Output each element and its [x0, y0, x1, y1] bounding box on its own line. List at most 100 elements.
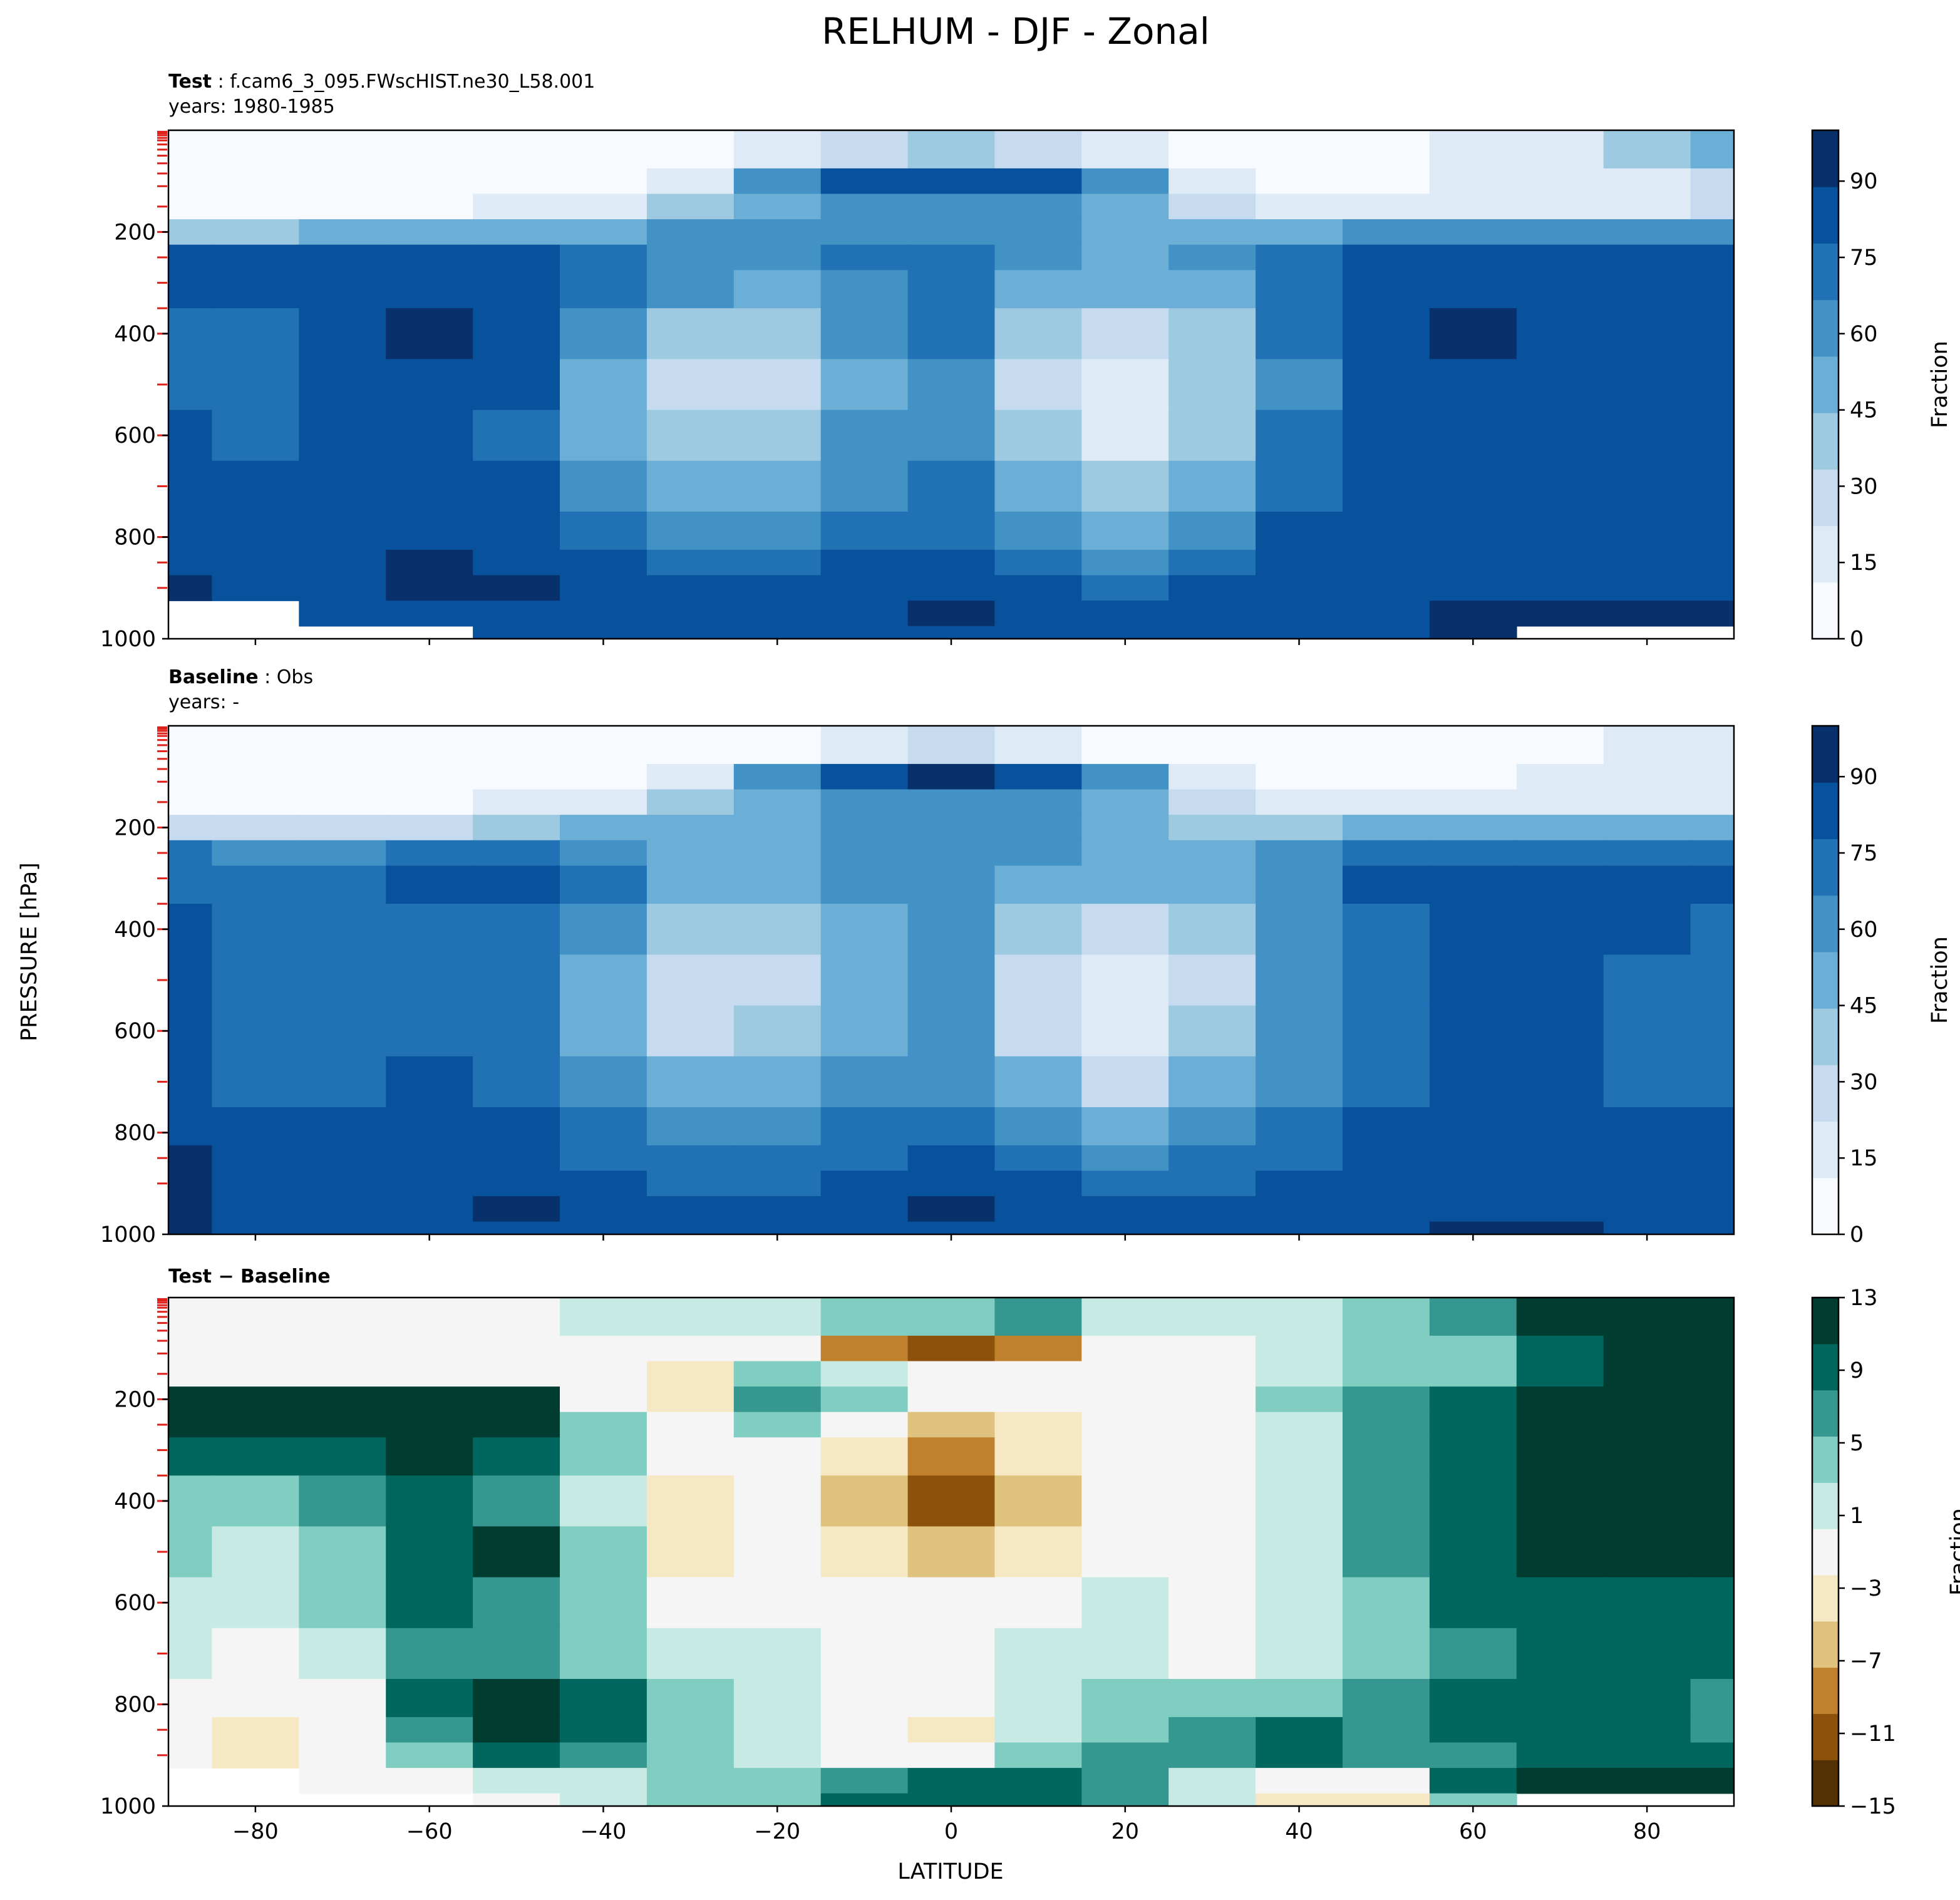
- y-tick-label: 1000: [100, 1794, 156, 1819]
- heatmap-cell: [168, 1717, 213, 1743]
- heatmap-cell: [1690, 168, 1734, 195]
- heatmap-cell: [1343, 1628, 1430, 1680]
- heatmap-cell: [994, 1361, 1083, 1387]
- heatmap-cell: [820, 1526, 909, 1578]
- heatmap-cell: [1081, 1679, 1169, 1718]
- heatmap-cell: [733, 1577, 822, 1629]
- heatmap-cell: [473, 1742, 560, 1768]
- colorbar-tick-label: 45: [1850, 398, 1878, 423]
- heatmap-cell: [646, 1145, 735, 1172]
- heatmap-cell: [1690, 789, 1734, 815]
- heatmap-cell: [907, 1717, 996, 1743]
- heatmap-cell: [646, 1005, 735, 1057]
- panel-baseline-subtitle-rest: : Obs: [264, 666, 313, 688]
- heatmap-cell: [820, 1475, 909, 1527]
- heatmap-cell: [1429, 460, 1517, 512]
- heatmap-cell: [1256, 1437, 1343, 1476]
- heatmap-cell: [1516, 1386, 1604, 1413]
- heatmap-cell: [1429, 1005, 1517, 1057]
- heatmap-cell: [1603, 1298, 1691, 1336]
- heatmap-cell: [1690, 512, 1734, 550]
- heatmap-cell: [1603, 1005, 1691, 1057]
- heatmap-cell: [646, 1107, 735, 1146]
- heatmap-cell: [994, 575, 1083, 601]
- heatmap-cell: [1343, 1335, 1430, 1362]
- heatmap-cell: [1081, 1005, 1169, 1057]
- heatmap-cell: [733, 1107, 822, 1146]
- heatmap-cell: [820, 1437, 909, 1476]
- heatmap-cell: [473, 1145, 560, 1172]
- heatmap-cell: [1168, 359, 1256, 411]
- heatmap-cell: [1343, 359, 1430, 411]
- heatmap-cell: [1690, 194, 1734, 220]
- heatmap-cell: [1690, 1628, 1734, 1680]
- heatmap-cell: [733, 815, 822, 841]
- heatmap-cell: [1603, 1577, 1691, 1629]
- heatmap-cell: [168, 1107, 213, 1146]
- heatmap-cell: [1343, 1221, 1430, 1234]
- panel-baseline-left-ticks: [157, 726, 167, 1185]
- heatmap-cell: [168, 1679, 213, 1718]
- heatmap-cell: [1168, 270, 1256, 309]
- heatmap-cell: [1429, 601, 1517, 627]
- heatmap-cell: [168, 575, 213, 601]
- heatmap-cell: [1603, 840, 1691, 867]
- heatmap-cell: [299, 865, 386, 904]
- heatmap-cell: [733, 219, 822, 245]
- heatmap-cell: [733, 1475, 822, 1527]
- heatmap-cell: [907, 1335, 996, 1362]
- colorbar-segment: [1812, 469, 1839, 527]
- heatmap-cell: [1516, 359, 1604, 411]
- heatmap-cell: [733, 270, 822, 309]
- heatmap-cell: [386, 512, 473, 550]
- heatmap-cell: [212, 763, 300, 790]
- panel-baseline-years: years: -: [168, 691, 239, 713]
- heatmap-cell: [1081, 130, 1169, 169]
- heatmap-cell: [646, 1717, 735, 1743]
- colorbar-tick-label: 90: [1850, 169, 1878, 194]
- heatmap-cell: [1690, 244, 1734, 271]
- heatmap-cell: [1343, 512, 1430, 550]
- heatmap-cell: [560, 549, 647, 576]
- heatmap-cell: [1516, 815, 1604, 841]
- heatmap-cell: [168, 359, 213, 411]
- heatmap-cell: [1429, 1196, 1517, 1222]
- heatmap-cell: [646, 1628, 735, 1680]
- heatmap-cell: [212, 1628, 300, 1680]
- heatmap-cell: [1343, 1577, 1430, 1629]
- colorbar-segment: [1812, 1177, 1839, 1235]
- heatmap-cell: [168, 1196, 213, 1222]
- heatmap-cell: [168, 1412, 213, 1438]
- heatmap-cell: [1690, 549, 1734, 576]
- heatmap-cell: [1343, 1679, 1430, 1718]
- heatmap-cell: [733, 1361, 822, 1387]
- heatmap-cell: [1168, 244, 1256, 271]
- heatmap-cell: [1603, 1361, 1691, 1387]
- heatmap-cell: [1603, 1335, 1691, 1362]
- heatmap-cell: [560, 1717, 647, 1743]
- heatmap-cell: [646, 1475, 735, 1527]
- heatmap-cell: [1081, 1717, 1169, 1743]
- heatmap-cell: [820, 626, 909, 639]
- heatmap-cell: [473, 359, 560, 411]
- heatmap-cell: [560, 460, 647, 512]
- heatmap-cell: [1603, 1437, 1691, 1476]
- heatmap-cell: [212, 1221, 300, 1234]
- heatmap-cell: [1690, 1145, 1734, 1172]
- heatmap-cell: [1081, 1335, 1169, 1362]
- heatmap-cell: [473, 1526, 560, 1578]
- heatmap-cell: [733, 1298, 822, 1336]
- heatmap-cell: [299, 763, 386, 790]
- heatmap-cell: [1343, 726, 1430, 765]
- heatmap-cell: [1690, 865, 1734, 904]
- heatmap-cell: [907, 219, 996, 245]
- heatmap-cell: [733, 549, 822, 576]
- heatmap-cell: [1516, 1221, 1604, 1234]
- colorbar-segment: [1812, 1667, 1839, 1714]
- heatmap-cell: [560, 1628, 647, 1680]
- heatmap-cell: [1081, 219, 1169, 245]
- heatmap-cell: [212, 865, 300, 904]
- heatmap-cell: [168, 460, 213, 512]
- heatmap-cell: [1429, 1361, 1517, 1387]
- heatmap-cell: [907, 1145, 996, 1172]
